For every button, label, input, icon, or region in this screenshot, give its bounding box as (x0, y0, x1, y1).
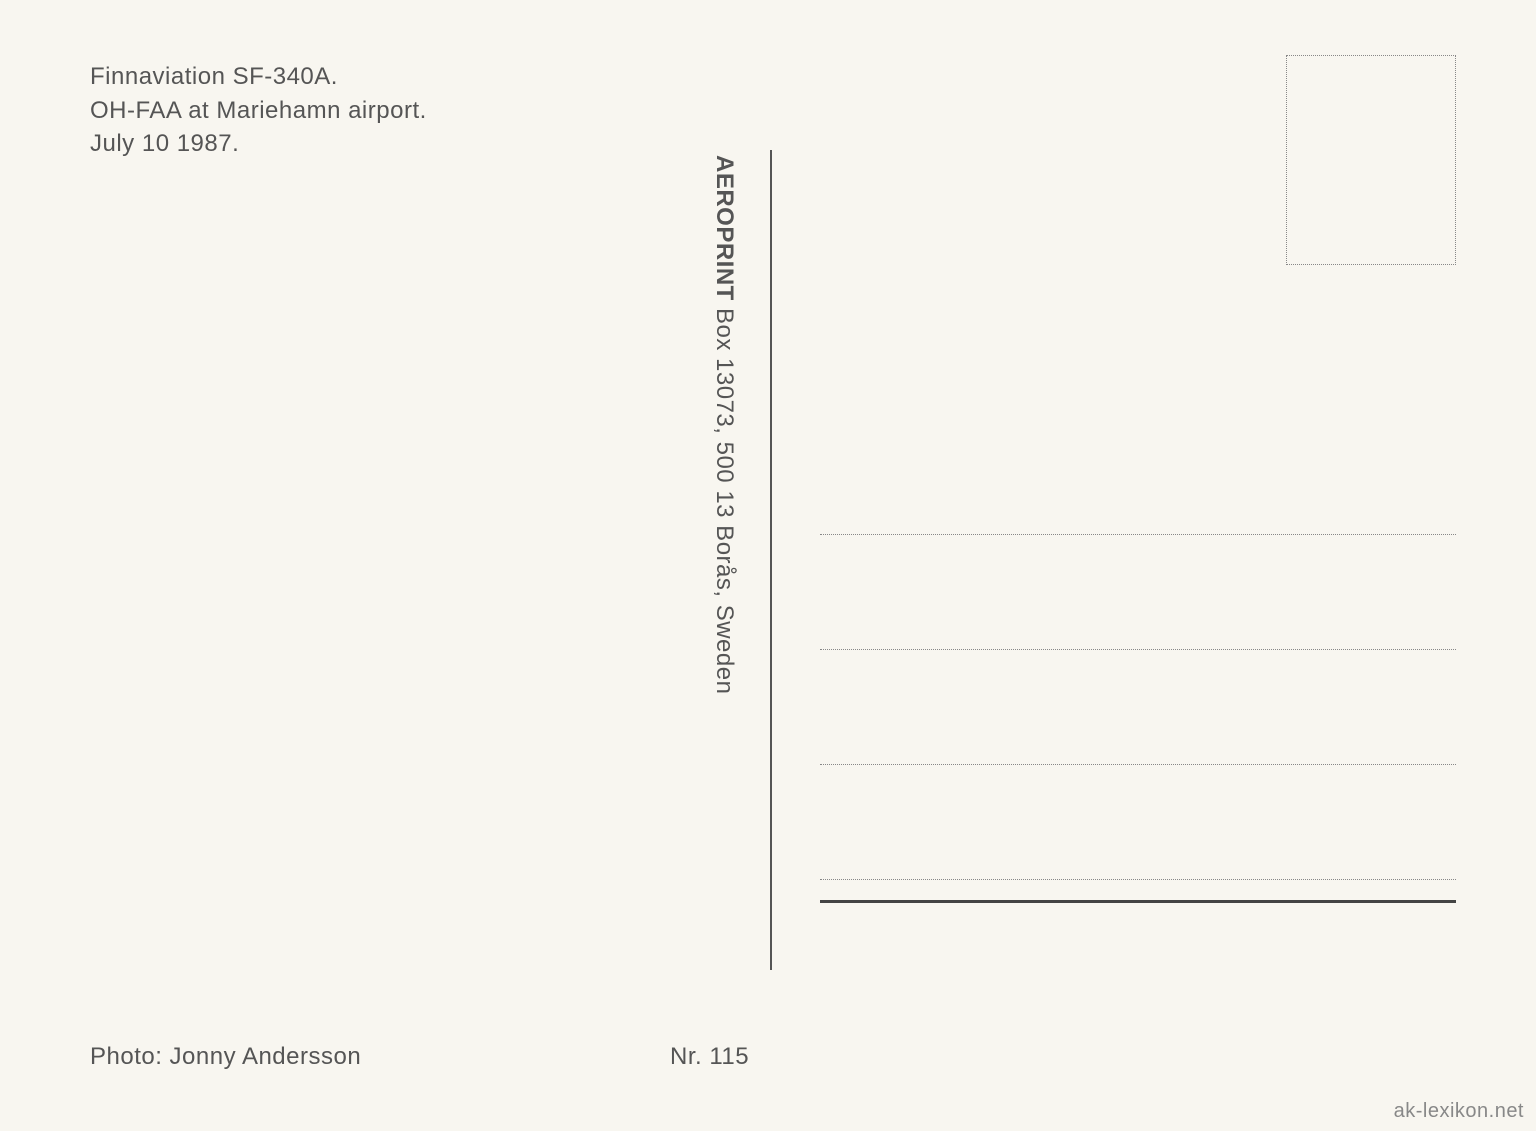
address-area (820, 420, 1456, 880)
address-line (820, 535, 1456, 650)
number-label: Nr. 115 (670, 1043, 749, 1071)
stamp-box (1286, 55, 1456, 265)
caption-line-2: OH-FAA at Mariehamn airport. (90, 94, 427, 128)
photo-credit: Photo: Jonny Andersson (90, 1043, 361, 1071)
caption-line-1: Finnaviation SF-340A. (90, 60, 427, 94)
caption-line-3: July 10 1987. (90, 127, 427, 161)
address-line (820, 765, 1456, 880)
watermark: ak-lexikon.net (1394, 1100, 1524, 1123)
caption-block: Finnaviation SF-340A. OH-FAA at Marieham… (90, 60, 427, 161)
solid-underline (820, 900, 1456, 903)
center-divider (770, 150, 772, 970)
publisher-info: AEROPRINT Box 13073, 500 13 Borås, Swede… (710, 155, 738, 975)
postcard-back: Finnaviation SF-340A. OH-FAA at Marieham… (0, 0, 1536, 1131)
address-line (820, 420, 1456, 535)
address-line (820, 650, 1456, 765)
publisher-name: AEROPRINT (711, 155, 738, 301)
publisher-address: Box 13073, 500 13 Borås, Sweden (711, 301, 738, 695)
